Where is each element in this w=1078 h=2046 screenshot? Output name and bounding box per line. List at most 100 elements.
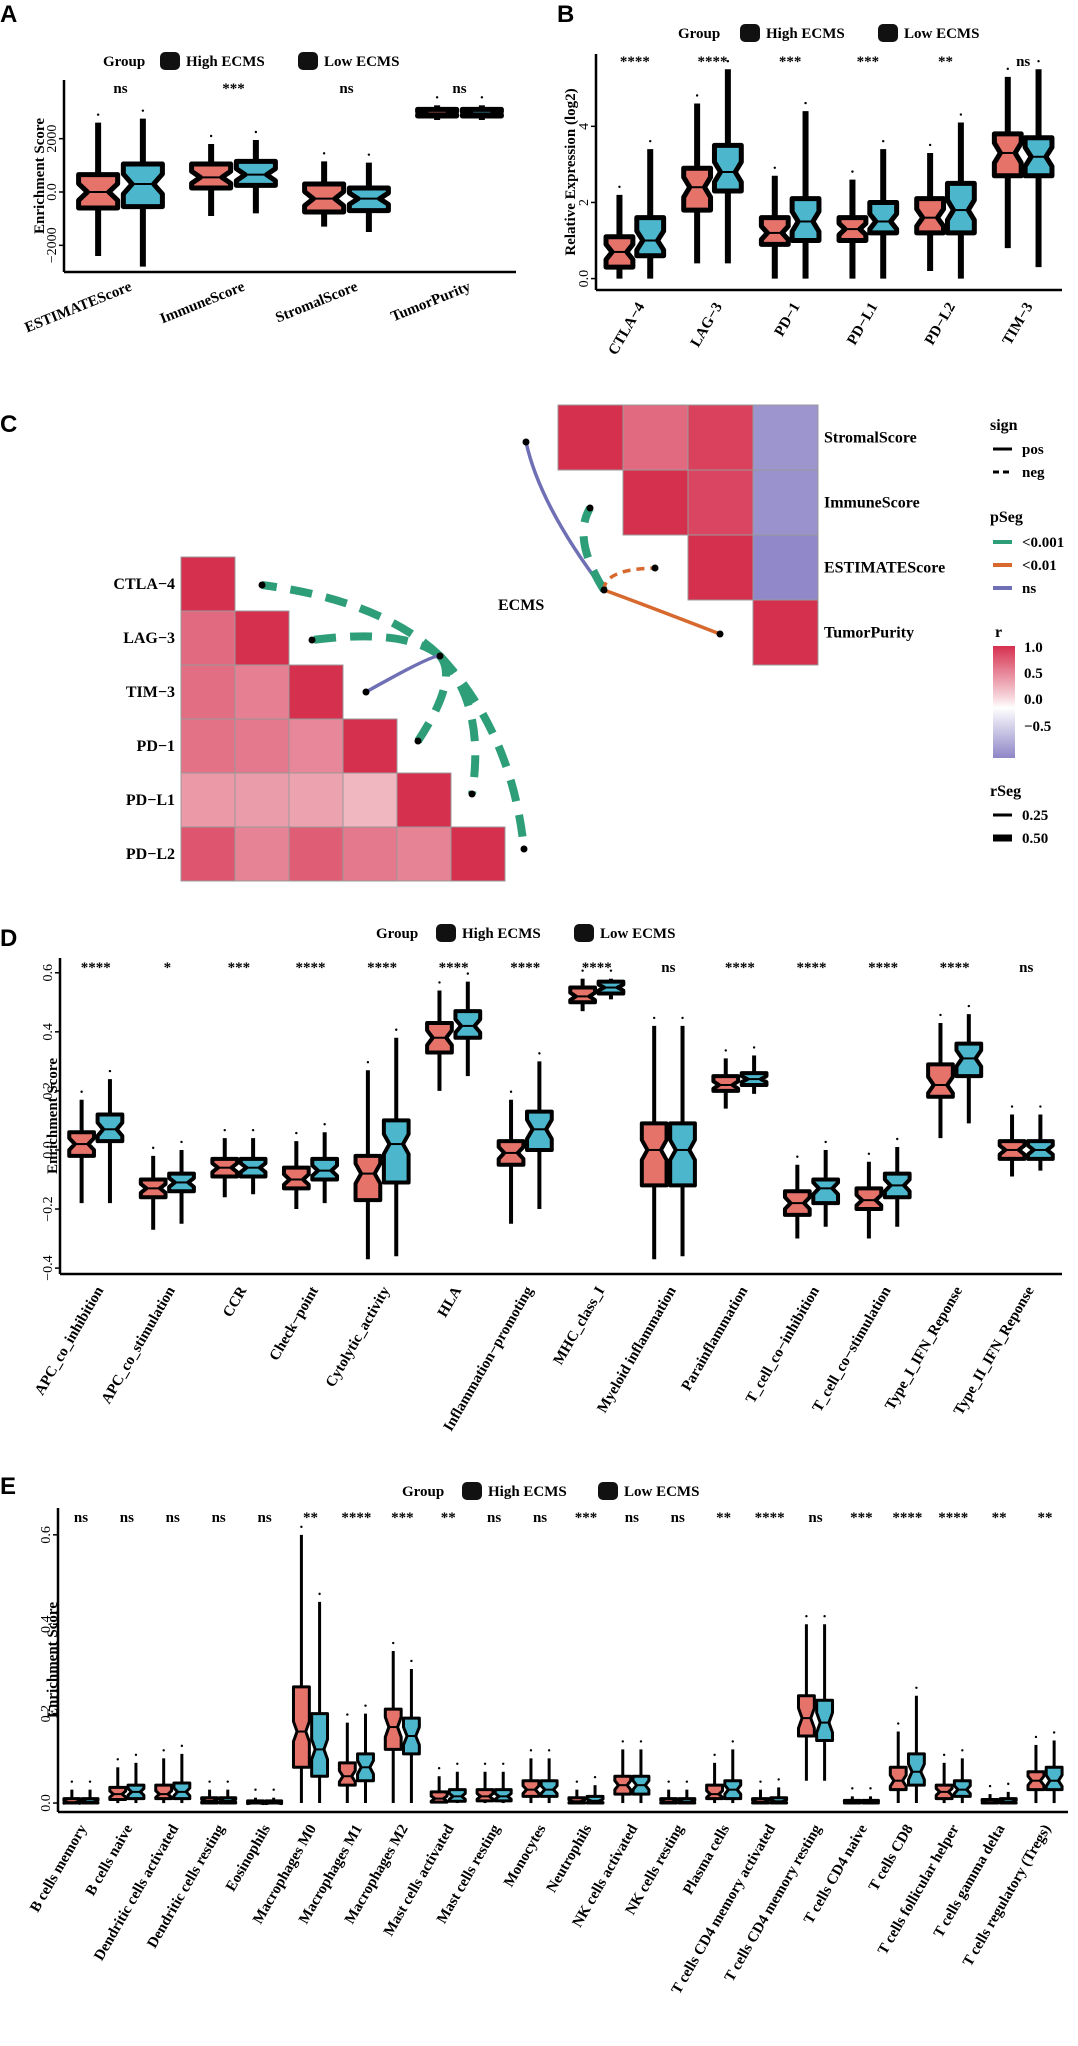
- legend-r-title: r: [995, 624, 1002, 641]
- y-tick-label: 4: [577, 123, 592, 130]
- outlier-low: [395, 1028, 398, 1031]
- significance-label: ****: [868, 960, 898, 976]
- outlier-low: [88, 1780, 92, 1783]
- outlier-high: [867, 1152, 871, 1155]
- heat-cell-left: [180, 826, 236, 882]
- box-low: [172, 1781, 192, 1801]
- significance-label: ns: [257, 1510, 271, 1526]
- box-low: [585, 1794, 605, 1805]
- plot-c: StromalScore ImmuneScore ESTIMATEScore Tumo…: [113, 404, 945, 882]
- outlier-low: [1052, 1731, 1056, 1734]
- x-category-label: PD−1: [772, 300, 804, 339]
- legend-e: Group High ECMS Low ECMS: [402, 1482, 699, 1500]
- x-category-label: T cells CD8: [866, 1822, 917, 1894]
- legend-c: sign pos neg pSeg <0.001 <0.01 ns r 1.0 …: [990, 417, 1064, 847]
- hub-node: [600, 586, 608, 594]
- legend-rseg-title: rSeg: [990, 783, 1021, 800]
- legend-r-tick-1: 1.0: [1024, 640, 1043, 656]
- x-category-label: StromalScore: [273, 279, 360, 327]
- outlier-high: [223, 1128, 226, 1132]
- y-tick-label: 0.0: [41, 1141, 56, 1159]
- legend-b: Group High ECMS Low ECMS: [678, 24, 979, 42]
- outlier-low: [593, 1775, 597, 1779]
- legend-sign-neg: neg: [1022, 465, 1045, 481]
- significance-label: ****: [341, 1510, 371, 1526]
- box-low: [867, 199, 900, 236]
- outlier-high: [939, 1013, 942, 1017]
- outlier-low: [180, 1140, 183, 1144]
- box-high: [521, 1779, 541, 1798]
- legend-d-high-key: [436, 924, 456, 942]
- outlier-low: [254, 130, 258, 134]
- x-category-label: T cells follicular helper: [875, 1822, 963, 1958]
- plot-e: 0.0 0.2 0.4 0.6 Enrichment Score ns B cells me…: [27, 1508, 1068, 1997]
- outlier-low: [226, 1780, 229, 1783]
- network-link: [524, 441, 606, 592]
- legend-b-title: Group: [678, 26, 720, 42]
- hub-label: ECMS: [498, 597, 544, 614]
- box-high: [926, 1062, 955, 1099]
- x-category-label: APC_co_stimulation: [99, 1283, 179, 1406]
- box-low: [381, 1118, 411, 1185]
- outlier-high: [392, 1641, 395, 1645]
- y-tick-label: −0.2: [41, 1196, 56, 1221]
- significance-label: ns: [487, 1510, 501, 1526]
- row-label-left: LAG−3: [123, 630, 175, 647]
- x-category-label: CTLA−4: [606, 300, 649, 358]
- legend-r-tick-neg05: −0.5: [1024, 719, 1051, 735]
- outlier-low: [752, 1046, 756, 1049]
- row-label-right: StromalScore: [824, 430, 917, 447]
- box-high: [705, 1783, 725, 1801]
- network-node: [308, 636, 316, 644]
- legend-b-high-key: [740, 24, 760, 42]
- x-category-label: B cells memory: [27, 1822, 90, 1916]
- outlier-low: [134, 1753, 138, 1757]
- legend-pseg-title: pSeg: [990, 509, 1023, 526]
- x-category-label: HLA: [435, 1284, 465, 1320]
- network-link: [602, 566, 656, 591]
- legend-e-title: Group: [402, 1484, 444, 1500]
- box-high: [796, 1694, 816, 1738]
- significance-label: ***: [575, 1510, 598, 1526]
- legend-rseg-050: 0.50: [1022, 831, 1048, 847]
- box-high: [854, 1186, 884, 1212]
- outlier-high: [322, 152, 326, 155]
- heat-cell-right: [622, 469, 689, 536]
- x-category-label: APC_co_inhibition: [32, 1283, 107, 1398]
- box-high: [383, 1707, 403, 1751]
- legend-a: Group High ECMS Low ECMS: [103, 52, 399, 70]
- outlier-low: [959, 113, 963, 116]
- box-high: [475, 1788, 495, 1803]
- legend-sign-title: sign: [990, 417, 1018, 434]
- panel-b: B Group High ECMS Low ECMS 0.0 2 4Relative…: [557, 1, 1062, 358]
- outlier-high: [295, 1131, 298, 1135]
- x-category-label: Check−point: [267, 1284, 322, 1364]
- box-low: [1044, 1765, 1064, 1792]
- heat-cell-left: [342, 826, 398, 882]
- heat-cell-right: [752, 534, 819, 601]
- network-link: [365, 654, 441, 694]
- significance-label: ns: [452, 81, 466, 97]
- x-category-label: Parainflammation: [679, 1283, 752, 1393]
- heat-cell-right: [752, 469, 819, 536]
- box-low: [95, 1112, 125, 1144]
- legend-b-high-label: High ECMS: [766, 26, 845, 42]
- outlier-high: [695, 94, 699, 97]
- x-category-label: Cytolytic_activity: [323, 1284, 394, 1391]
- outlier-high: [575, 1780, 579, 1783]
- x-category-label: Dendritic cells activated: [91, 1821, 182, 1963]
- legend-a-high-key: [160, 52, 180, 70]
- significance-label: ***: [857, 54, 880, 70]
- significance-label: ****: [940, 960, 970, 976]
- outlier-high: [162, 1749, 165, 1752]
- outlier-high: [759, 1780, 762, 1783]
- network-link: [603, 588, 721, 636]
- outlier-high: [897, 1722, 900, 1725]
- network-node: [258, 581, 266, 589]
- outlier-low: [272, 1788, 275, 1791]
- outlier-low: [108, 1069, 112, 1073]
- heat-cell-right: [557, 404, 624, 471]
- outlier-low: [777, 1778, 780, 1781]
- outlier-high: [70, 1780, 74, 1783]
